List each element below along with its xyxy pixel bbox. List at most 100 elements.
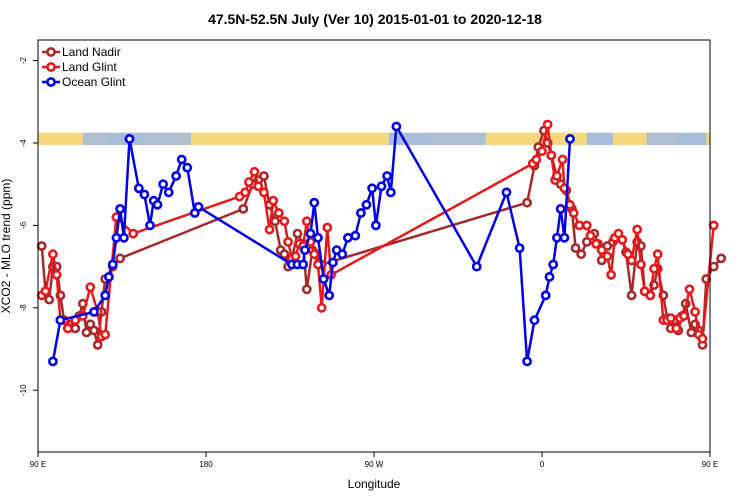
- data-point: [327, 257, 338, 268]
- data-point: [581, 220, 592, 231]
- data-point: [279, 216, 290, 227]
- data-point: [574, 220, 585, 231]
- data-point: [322, 222, 333, 233]
- legend-item: Land Glint: [42, 60, 117, 74]
- landmask-ocean-segment: [388, 132, 430, 146]
- data-point: [36, 241, 47, 251]
- data-point: [596, 245, 607, 255]
- data-point: [299, 245, 310, 255]
- data-point: [100, 329, 111, 340]
- legend-item: Land Nadir: [42, 45, 121, 59]
- data-point: [290, 251, 301, 262]
- data-point: [632, 224, 643, 235]
- data-point: [119, 232, 129, 243]
- data-point: [313, 232, 323, 243]
- data-point: [158, 179, 168, 190]
- data-point: [576, 249, 587, 260]
- data-point: [376, 181, 387, 192]
- data-point: [626, 255, 637, 266]
- data-point: [690, 306, 700, 317]
- data-point: [606, 269, 616, 280]
- data-point: [133, 183, 144, 194]
- data-point: [355, 208, 366, 218]
- landmask-band: [38, 132, 710, 146]
- data-point: [163, 187, 174, 198]
- data-point: [585, 230, 596, 241]
- data-point: [124, 133, 135, 144]
- legend-label: Ocean Glint: [62, 75, 126, 89]
- data-point: [385, 187, 396, 198]
- x-tick-label: 90 E: [702, 460, 718, 469]
- landmask-ocean-segment: [646, 132, 677, 146]
- data-point: [697, 333, 708, 344]
- data-point: [115, 253, 125, 264]
- landmask-ocean-segment: [586, 132, 613, 146]
- data-point: [89, 306, 99, 317]
- x-axis-title: Longitude: [348, 477, 401, 491]
- data-point: [243, 177, 254, 187]
- chart-title: 47.5N-52.5N July (Ver 10) 2015-01-01 to …: [208, 11, 542, 27]
- data-point: [552, 171, 562, 181]
- data-point: [602, 251, 613, 262]
- data-point: [92, 339, 103, 350]
- data-point: [55, 315, 66, 326]
- data-point: [279, 249, 290, 260]
- data-point: [382, 171, 392, 181]
- data-point: [548, 259, 559, 270]
- legend-label: Land Glint: [62, 60, 117, 74]
- legend-marker: [46, 47, 56, 57]
- data-point: [708, 261, 719, 272]
- data-point: [522, 356, 532, 367]
- data-point: [253, 181, 264, 192]
- data-point: [626, 290, 637, 301]
- legend-marker: [46, 62, 56, 72]
- data-point: [337, 249, 348, 260]
- data-point: [652, 249, 663, 260]
- data-point: [40, 286, 51, 297]
- data-point: [301, 216, 312, 227]
- data-point: [273, 208, 284, 218]
- legend-marker: [46, 77, 56, 87]
- data-point: [240, 187, 251, 198]
- x-tick-label: 90 W: [365, 460, 384, 469]
- data-point: [268, 195, 279, 206]
- data-point: [555, 203, 566, 214]
- data-point: [544, 271, 555, 282]
- data-point: [176, 154, 187, 165]
- data-point: [48, 356, 58, 367]
- y-tick-label: -4: [19, 139, 28, 147]
- x-tick-label: 180: [199, 460, 213, 469]
- legend-item: Ocean Glint: [42, 75, 126, 89]
- x-tick-label: 0: [540, 460, 545, 469]
- data-point: [542, 119, 553, 130]
- data-point: [318, 274, 329, 284]
- data-point: [305, 228, 316, 239]
- data-point: [716, 253, 727, 264]
- data-point: [111, 232, 122, 243]
- data-point: [684, 284, 695, 295]
- landmask-ocean-segment: [142, 132, 192, 146]
- data-point: [471, 261, 482, 272]
- y-tick-label: -2: [19, 56, 28, 64]
- data-point: [63, 323, 73, 334]
- data-point: [139, 189, 150, 200]
- data-point: [546, 150, 557, 161]
- data-point: [350, 230, 361, 241]
- data-point: [309, 197, 320, 208]
- data-point: [100, 290, 111, 301]
- data-point: [708, 220, 719, 231]
- y-tick-label: -10: [19, 384, 28, 396]
- data-point: [537, 146, 547, 157]
- data-point: [565, 133, 575, 144]
- data-point: [540, 290, 551, 301]
- data-point: [104, 271, 114, 282]
- data-point: [152, 199, 163, 210]
- data-point: [514, 243, 525, 253]
- data-point: [665, 313, 676, 323]
- data-point: [559, 232, 570, 243]
- data-point: [85, 282, 96, 293]
- data-point: [324, 290, 335, 301]
- data-point: [44, 294, 55, 305]
